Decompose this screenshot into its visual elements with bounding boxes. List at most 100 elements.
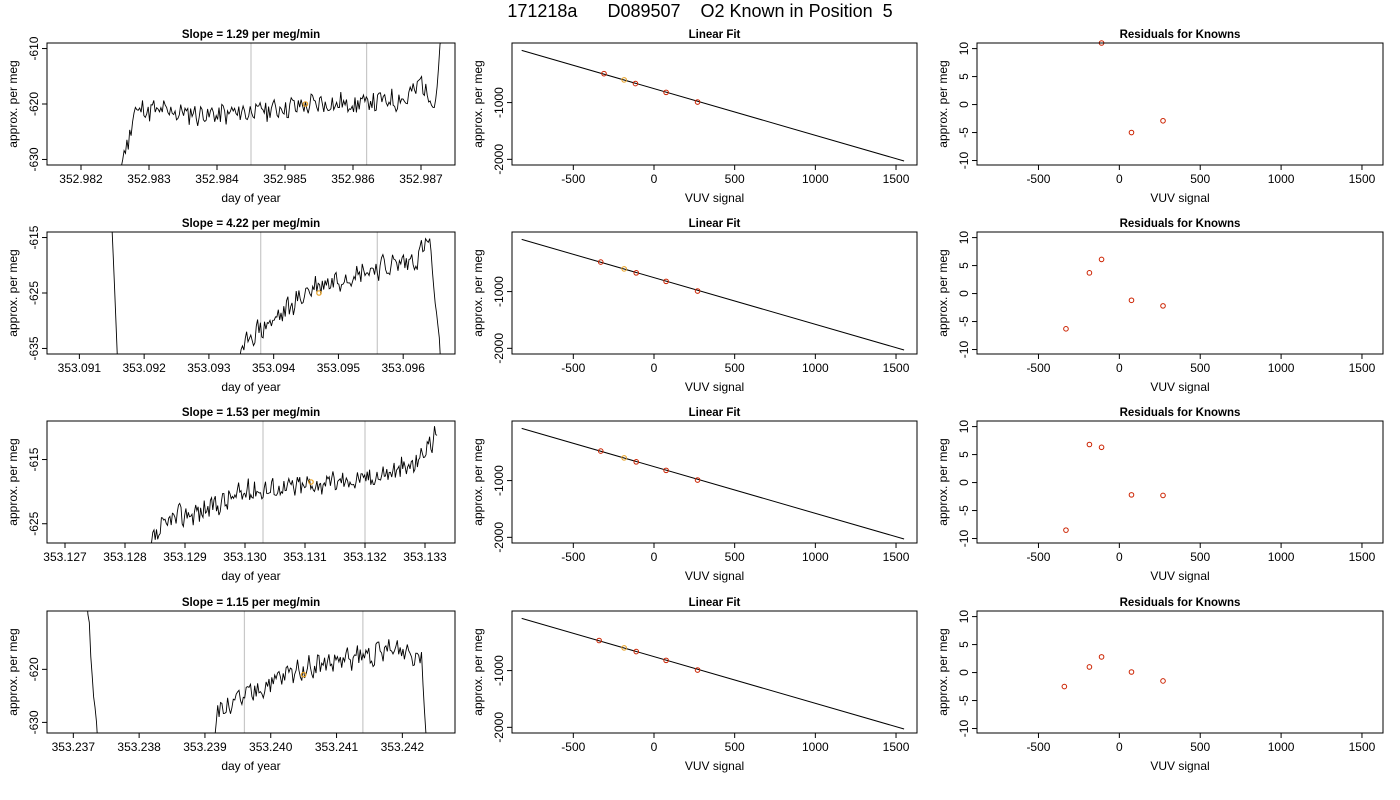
timeseries-xtick-label: 353.237 — [52, 740, 96, 754]
linear-fit-xtick-label: 1000 — [802, 172, 829, 186]
residuals-ytick-label: -5 — [957, 695, 971, 706]
residuals-xtick-label: 1500 — [1349, 550, 1376, 564]
fit-point — [621, 455, 627, 461]
fit-point — [694, 667, 701, 673]
linear-fit-ytick-label: -2000 — [492, 144, 506, 175]
residuals-ytick-label: 5 — [957, 451, 971, 458]
timeseries-ytick-label: -630 — [27, 147, 41, 171]
linear-fit-title: Linear Fit — [689, 597, 741, 609]
timeseries-ytick-label: -620 — [27, 92, 41, 116]
residuals-ytick-label: -5 — [957, 316, 971, 327]
residuals-ytick-label: -10 — [957, 720, 971, 738]
timeseries-xtick-label: 353.240 — [249, 740, 293, 754]
linear-fit-xtick-label: 500 — [725, 740, 745, 754]
timeseries-xtick-label: 353.092 — [122, 361, 166, 375]
timeseries-line — [87, 611, 427, 733]
timeseries-xtick-label: 353.130 — [223, 550, 267, 564]
linear-fit-xtick-label: 500 — [725, 550, 745, 564]
residuals-ytick-label: 5 — [957, 641, 971, 648]
linear-fit-xtick-label: 1000 — [802, 550, 829, 564]
timeseries-ytick-label: -625 — [27, 511, 41, 535]
linear-fit-xtick-label: -500 — [561, 172, 585, 186]
timeseries-marker — [300, 671, 307, 678]
linear-fit-ylabel: approx. per meg — [471, 249, 485, 336]
fit-point — [597, 448, 604, 454]
timeseries-frame — [46, 610, 456, 734]
residual-point — [1063, 326, 1069, 332]
linear-fit-ytick-label: -2000 — [492, 712, 506, 743]
linear-fit-panel: Linear Fit -500 0 500 1000 1500 VUV signal -100… — [471, 29, 918, 205]
timeseries-xtick-label: 352.982 — [59, 172, 103, 186]
linear-fit-xlabel: VUV signal — [685, 380, 744, 394]
timeseries-frame — [46, 420, 456, 544]
linear-fit-title: Linear Fit — [689, 218, 741, 230]
timeseries-xtick-label: 352.985 — [263, 172, 307, 186]
residuals-xtick-label: -500 — [1026, 172, 1050, 186]
residual-point — [1160, 678, 1166, 684]
timeseries-xlabel: day of year — [221, 759, 280, 773]
timeseries-xtick-label: 353.127 — [43, 550, 87, 564]
timeseries-xtick-label: 353.131 — [283, 550, 327, 564]
residuals-xtick-label: 0 — [1116, 361, 1123, 375]
linear-fit-xtick-label: 500 — [725, 361, 745, 375]
residual-point — [1098, 444, 1105, 451]
residuals-xlabel: VUV signal — [1150, 380, 1209, 394]
timeseries-ytick-label: -615 — [27, 447, 41, 471]
residuals-xtick-label: 1000 — [1268, 740, 1295, 754]
timeseries-xtick-label: 353.241 — [315, 740, 359, 754]
timeseries-marker — [302, 101, 309, 107]
fit-point — [621, 645, 627, 651]
linear-fit-frame — [511, 231, 918, 355]
residuals-ytick-label: 0 — [957, 669, 971, 676]
fit-point — [621, 77, 627, 83]
linear-fit-frame — [511, 42, 918, 166]
timeseries-xtick-label: 352.983 — [127, 172, 171, 186]
linear-fit-ytick-label: -1000 — [492, 465, 506, 496]
residual-point — [1160, 117, 1166, 124]
fit-point — [663, 89, 669, 96]
timeseries-ylabel: approx. per meg — [6, 628, 20, 715]
residuals-xlabel: VUV signal — [1150, 569, 1209, 583]
linear-fit-ytick-label: -2000 — [492, 333, 506, 364]
residuals-xtick-label: 1500 — [1349, 361, 1376, 375]
timeseries-ylabel: approx. per meg — [6, 438, 20, 525]
residuals-panel: Residuals for Knowns -500 0 500 1000 1500 VUV … — [936, 597, 1384, 773]
residuals-panel: Residuals for Knowns -500 0 500 1000 1500 VUV … — [936, 218, 1384, 394]
timeseries-xtick-label: 353.093 — [187, 361, 231, 375]
linear-fit-xtick-label: -500 — [561, 361, 585, 375]
linear-fit-ylabel: approx. per meg — [471, 628, 485, 715]
residuals-ytick-label: 10 — [957, 231, 971, 245]
fit-point — [596, 637, 602, 644]
timeseries-xtick-label: 353.096 — [381, 361, 425, 375]
linear-fit-xtick-label: 1000 — [802, 740, 829, 754]
residual-point — [1086, 441, 1093, 448]
residuals-ylabel: approx. per meg — [936, 438, 950, 525]
timeseries-line — [121, 43, 441, 165]
linear-fit-xtick-label: -500 — [561, 740, 585, 754]
linear-fit-ytick-label: -1000 — [492, 276, 506, 307]
linear-fit-title: Linear Fit — [689, 407, 741, 419]
timeseries-ytick-label: -625 — [27, 281, 41, 305]
residuals-ytick-label: 0 — [957, 479, 971, 486]
residual-point — [1086, 664, 1093, 670]
residual-point — [1061, 683, 1068, 690]
linear-fit-panel: Linear Fit -500 0 500 1000 1500 VUV signal -100… — [471, 597, 918, 773]
linear-fit-xlabel: VUV signal — [685, 569, 744, 583]
residuals-xtick-label: -500 — [1026, 361, 1050, 375]
timeseries-xtick-label: 353.094 — [252, 361, 296, 375]
residual-point — [1128, 492, 1135, 498]
fit-point — [633, 459, 640, 465]
residuals-xtick-label: 1000 — [1268, 172, 1295, 186]
residuals-xtick-label: 0 — [1116, 550, 1123, 564]
linear-fit-title: Linear Fit — [689, 29, 741, 41]
residuals-xtick-label: 500 — [1190, 361, 1210, 375]
timeseries-title: Slope = 1.53 per meg/min — [182, 407, 320, 419]
linear-fit-xlabel: VUV signal — [685, 191, 744, 205]
timeseries-xtick-label: 352.984 — [195, 172, 239, 186]
linear-fit-xtick-label: 0 — [651, 550, 658, 564]
fit-point — [632, 80, 639, 87]
timeseries-xtick-label: 352.987 — [399, 172, 443, 186]
timeseries-ytick-label: -635 — [27, 336, 41, 360]
residuals-ytick-label: -5 — [957, 505, 971, 516]
linear-fit-xtick-label: 500 — [725, 172, 745, 186]
